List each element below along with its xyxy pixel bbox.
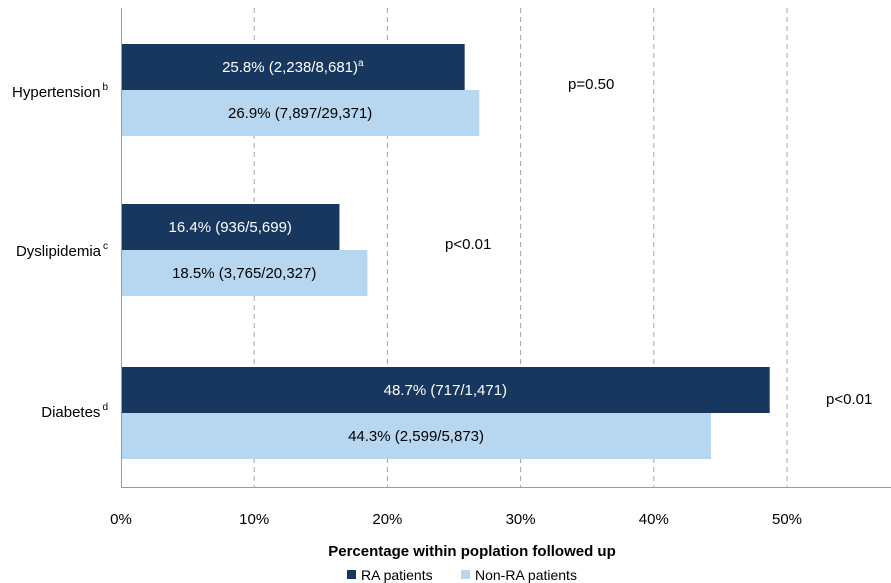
- x-tick-labels: 0% 10% 20% 30% 40% 50%: [110, 511, 802, 528]
- bar-data-label: 16.4% (936/5,699): [169, 219, 292, 236]
- x-tick-label: 0%: [110, 511, 132, 528]
- category-labels: Hypertension b Dyslipidemia c Diabetes d: [12, 82, 108, 421]
- bar-data-label: 18.5% (3,765/20,327): [172, 265, 316, 282]
- legend-swatch: [461, 570, 470, 579]
- bar-data-label: 48.7% (717/1,471): [384, 382, 507, 399]
- x-tick-label: 10%: [239, 511, 269, 528]
- category-label: Hypertension b: [12, 82, 108, 101]
- p-value-label: p<0.01: [826, 391, 872, 408]
- legend-swatch: [347, 570, 356, 579]
- x-tick-label: 20%: [372, 511, 402, 528]
- category-label: Diabetes d: [41, 402, 108, 421]
- bar-data-label: 25.8% (2,238/8,681)a: [222, 58, 364, 76]
- p-value-label: p=0.50: [568, 76, 614, 93]
- p-value-labels: p=0.50 p<0.01 p<0.01: [445, 76, 872, 408]
- bar-data-label: 26.9% (7,897/29,371): [228, 105, 372, 122]
- category-label: Dyslipidemia c: [16, 241, 108, 260]
- legend-label: Non-RA patients: [475, 567, 577, 583]
- x-tick-label: 40%: [639, 511, 669, 528]
- x-axis-title: Percentage within poplation followed up: [328, 543, 616, 560]
- legend-label: RA patients: [361, 567, 433, 583]
- p-value-label: p<0.01: [445, 236, 491, 253]
- x-tick-label: 50%: [772, 511, 802, 528]
- x-tick-label: 30%: [506, 511, 536, 528]
- bar-data-label: 44.3% (2,599/5,873): [348, 428, 484, 445]
- legend: RA patients Non-RA patients: [347, 567, 577, 583]
